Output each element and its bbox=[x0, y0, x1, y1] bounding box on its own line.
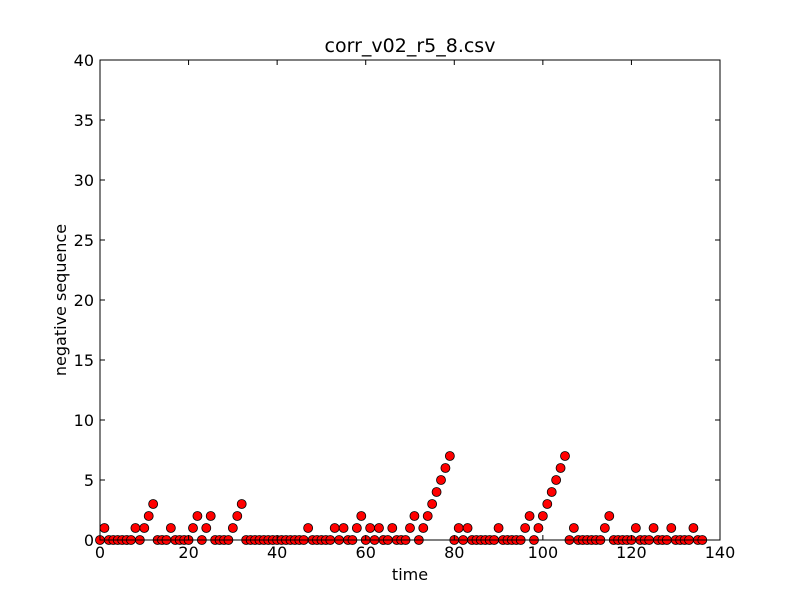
data-point bbox=[599, 523, 610, 533]
data-point bbox=[139, 523, 150, 533]
data-point bbox=[560, 451, 570, 461]
chart-title: corr_v02_r5_8.csv bbox=[325, 35, 496, 57]
y-tick-label: 35 bbox=[74, 111, 94, 130]
data-point bbox=[431, 487, 442, 497]
x-tick-label: 80 bbox=[444, 543, 464, 562]
y-axis-label: negative sequence bbox=[51, 224, 70, 376]
x-tick-label: 120 bbox=[616, 543, 647, 562]
data-point bbox=[148, 499, 159, 509]
data-point bbox=[524, 511, 535, 521]
data-point bbox=[648, 523, 659, 533]
x-tick-label: 0 bbox=[95, 543, 105, 562]
data-point bbox=[462, 523, 473, 533]
data-point bbox=[688, 523, 699, 533]
data-point bbox=[374, 523, 384, 533]
data-point bbox=[630, 523, 641, 533]
y-tick-label: 15 bbox=[74, 351, 94, 370]
data-point bbox=[440, 463, 451, 473]
data-point bbox=[427, 499, 438, 509]
y-tick-label: 20 bbox=[74, 291, 94, 310]
data-point bbox=[555, 463, 566, 473]
data-point bbox=[351, 523, 362, 533]
y-tick-label: 25 bbox=[74, 231, 94, 250]
data-point bbox=[188, 523, 198, 533]
y-tick-label: 0 bbox=[84, 531, 94, 550]
data-point bbox=[356, 511, 367, 521]
data-point bbox=[232, 511, 243, 521]
x-tick-label: 60 bbox=[356, 543, 376, 562]
data-point bbox=[99, 523, 110, 533]
x-tick-label: 40 bbox=[267, 543, 287, 562]
y-tick-label: 5 bbox=[84, 471, 94, 490]
data-point bbox=[192, 511, 203, 521]
data-point bbox=[201, 523, 212, 533]
x-tick-label: 100 bbox=[528, 543, 559, 562]
data-point bbox=[227, 523, 238, 533]
data-point bbox=[568, 523, 579, 533]
data-point bbox=[436, 475, 446, 485]
x-tick-label: 140 bbox=[705, 543, 736, 562]
y-tick-label: 10 bbox=[74, 411, 94, 430]
data-point bbox=[546, 487, 557, 497]
data-point bbox=[130, 523, 141, 533]
data-point bbox=[405, 523, 415, 533]
data-point bbox=[205, 511, 216, 521]
data-point bbox=[236, 499, 247, 509]
data-point bbox=[493, 523, 504, 533]
plot-area: 0 20 40 60 80 100 120 140 0 5 10 15 20 25 30 35 40 bbox=[74, 51, 736, 562]
data-point bbox=[303, 523, 314, 533]
data-point bbox=[338, 523, 349, 533]
data-point bbox=[453, 523, 464, 533]
data-points bbox=[95, 451, 708, 545]
data-point bbox=[409, 511, 420, 521]
data-point bbox=[537, 511, 548, 521]
data-point bbox=[444, 451, 455, 461]
data-point bbox=[143, 511, 154, 521]
data-point bbox=[542, 499, 553, 509]
data-point bbox=[365, 523, 376, 533]
data-point bbox=[520, 523, 531, 533]
data-point bbox=[551, 475, 562, 485]
data-point bbox=[329, 523, 340, 533]
data-point bbox=[387, 523, 398, 533]
y-tick-label: 30 bbox=[74, 171, 94, 190]
x-tick-label: 20 bbox=[178, 543, 198, 562]
x-axis-label: time bbox=[392, 565, 428, 584]
data-point bbox=[165, 523, 176, 533]
y-tick-label: 40 bbox=[74, 51, 94, 70]
data-point bbox=[604, 511, 615, 521]
data-point bbox=[533, 523, 544, 533]
data-point bbox=[422, 511, 433, 521]
data-point bbox=[666, 523, 677, 533]
data-point bbox=[418, 523, 429, 533]
plot-frame bbox=[99, 59, 721, 541]
